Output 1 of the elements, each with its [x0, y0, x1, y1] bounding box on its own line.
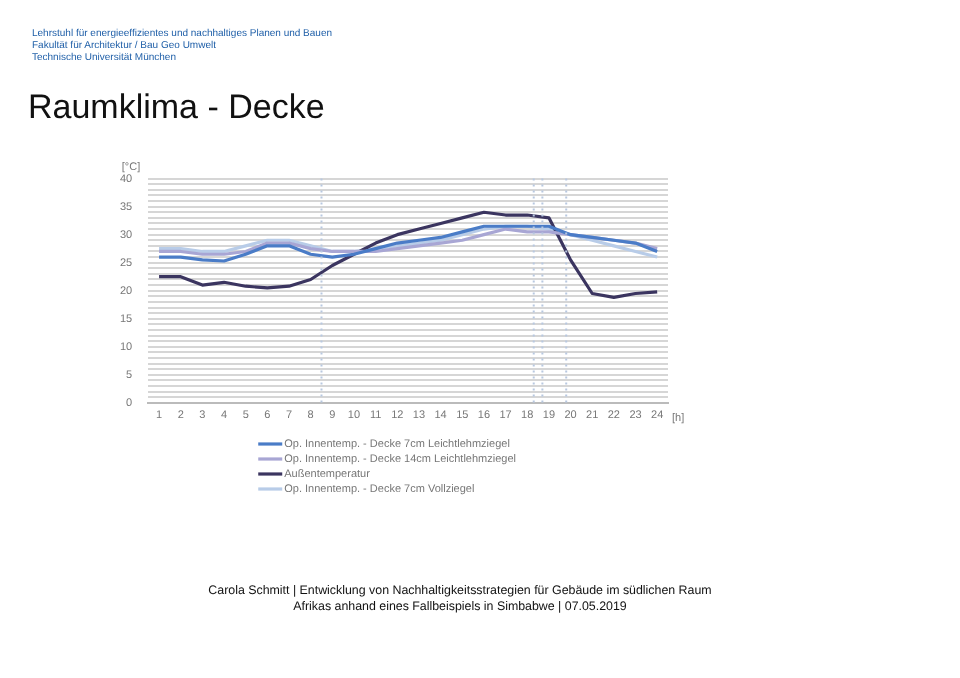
chart-title: Raumklima - Decke — [28, 88, 325, 128]
